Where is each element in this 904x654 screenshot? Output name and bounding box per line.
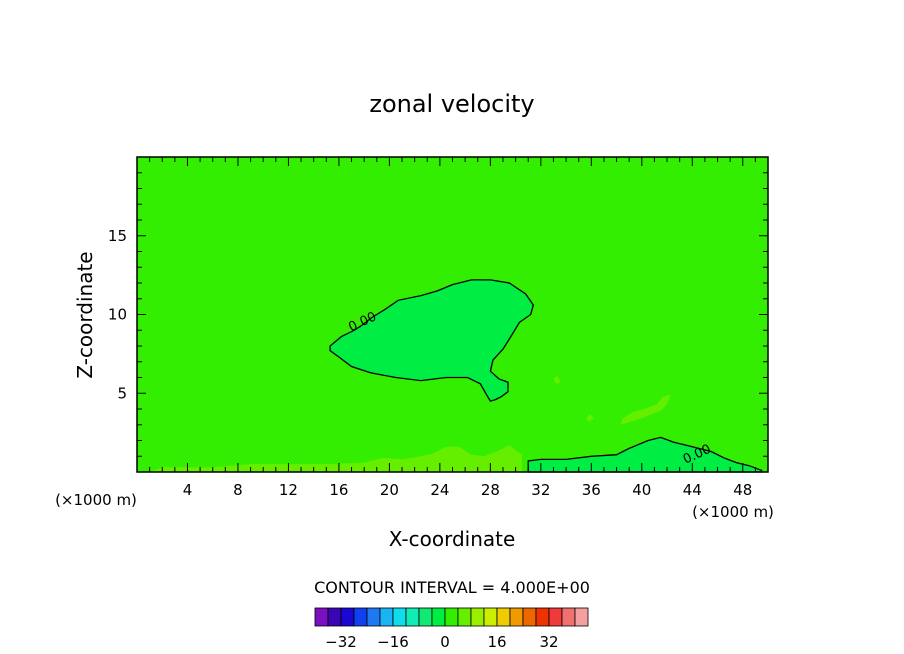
colorbar-swatch	[457, 607, 472, 627]
colorbar-swatch	[431, 607, 446, 627]
x-tick-label: 16	[329, 481, 348, 499]
x-unit-label-left: (×1000 m)	[55, 491, 137, 509]
y-axis-label: Z-coordinate	[73, 251, 97, 378]
upper-negative-lobe	[329, 279, 535, 402]
x-tick-label: 4	[183, 481, 193, 499]
colorbar-tick-label: −16	[377, 633, 409, 651]
colorbar-swatch	[535, 607, 550, 627]
chart-title: zonal velocity	[369, 90, 534, 118]
colorbar-swatch	[314, 607, 329, 627]
y-tick-label: 10	[108, 306, 127, 324]
x-unit-label-right: (×1000 m)	[692, 503, 774, 521]
colorbar-tick-label: −32	[325, 633, 357, 651]
y-tick-label: 5	[117, 384, 127, 402]
colorbar-swatch	[483, 607, 498, 627]
colorbar-swatch	[496, 607, 511, 627]
x-tick-label: 20	[380, 481, 399, 499]
colorbar-swatch	[561, 607, 576, 627]
lower-right-negative-region	[527, 436, 763, 473]
colorbar-swatch	[444, 607, 459, 627]
colorbar-tick-label: 32	[539, 633, 558, 651]
contour-interval-label: CONTOUR INTERVAL = 4.000E+00	[314, 578, 590, 597]
colorbar-swatch	[353, 607, 368, 627]
small-blob-b	[586, 413, 594, 422]
colorbar-swatch	[340, 607, 355, 627]
x-tick-label: 44	[683, 481, 702, 499]
x-tick-label: 40	[632, 481, 651, 499]
x-axis-label: X-coordinate	[389, 527, 516, 551]
small-blob-a	[553, 375, 561, 384]
x-tick-label: 48	[733, 481, 752, 499]
colorbar-swatch	[379, 607, 394, 627]
x-tick-label: 36	[582, 481, 601, 499]
colorbar-swatch	[418, 607, 433, 627]
colorbar-swatch	[574, 607, 589, 627]
colorbar-swatch	[522, 607, 537, 627]
colorbar-tick-label: 0	[440, 633, 450, 651]
right-positive-streak	[620, 394, 671, 425]
x-tick-label: 32	[531, 481, 550, 499]
lower-left-positive-band	[149, 445, 522, 472]
colorbar-swatch	[470, 607, 485, 627]
colorbar-swatch	[405, 607, 420, 627]
colorbar-swatch	[392, 607, 407, 627]
colorbar-swatch	[509, 607, 524, 627]
colorbar-tick-label: 16	[487, 633, 506, 651]
colorbar-swatch	[366, 607, 381, 627]
x-tick-label: 28	[481, 481, 500, 499]
x-tick-label: 8	[233, 481, 243, 499]
colorbar-swatch	[327, 607, 342, 627]
colorbar-swatch	[548, 607, 563, 627]
x-tick-label: 12	[279, 481, 298, 499]
colorbar: −32 −16 0 16 32	[314, 607, 589, 651]
x-tick-label: 24	[430, 481, 449, 499]
y-tick-label: 15	[108, 227, 127, 245]
